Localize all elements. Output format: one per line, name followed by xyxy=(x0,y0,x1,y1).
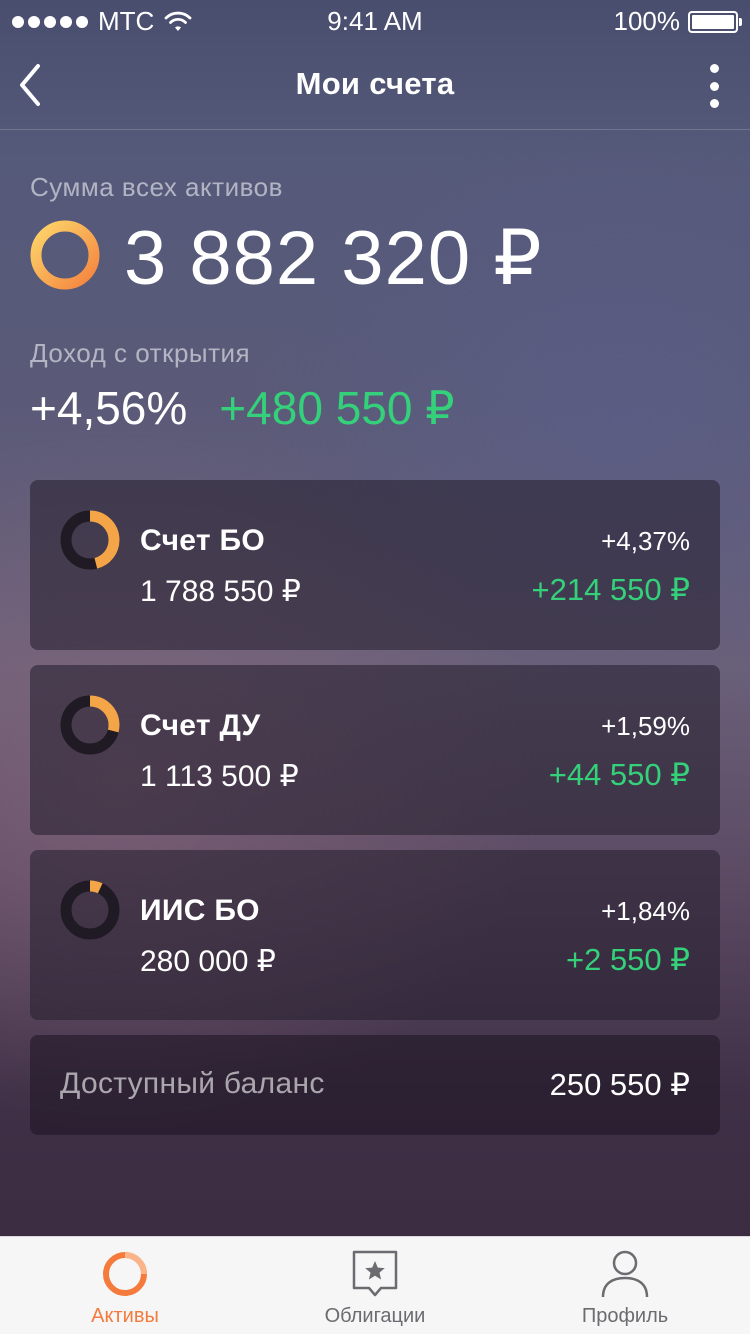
wifi-icon xyxy=(164,11,192,31)
account-share-ring-icon xyxy=(60,880,120,940)
tab-label: Профиль xyxy=(581,1305,669,1327)
status-time: 9:41 AM xyxy=(327,6,423,36)
account-card[interactable]: Счет БО 1 788 550 ₽ +4,37% +214 550 ₽ xyxy=(30,480,720,650)
total-assets-label: Сумма всех активов xyxy=(30,172,283,202)
carrier-label: МТС xyxy=(98,6,155,36)
battery-icon xyxy=(688,10,742,33)
battery-percent: 100% xyxy=(613,6,681,36)
available-balance-card[interactable]: Доступный баланс 250 550 ₽ xyxy=(30,1035,720,1135)
chevron-left-icon[interactable] xyxy=(10,60,60,110)
account-share-ring-icon xyxy=(60,510,120,570)
income-row: +4,56% +480 550 ₽ xyxy=(30,380,455,436)
account-percent: +1,84% xyxy=(601,896,690,926)
tab-label: Облигации xyxy=(324,1305,426,1327)
income-amount: +480 550 ₽ xyxy=(219,382,455,434)
nav-bar: Мои счета xyxy=(0,40,750,130)
tab-bar: Активы Облигации Профиль xyxy=(0,1236,750,1334)
signal-dots-icon xyxy=(12,15,88,28)
account-card[interactable]: Счет ДУ 1 113 500 ₽ +1,59% +44 550 ₽ xyxy=(30,665,720,835)
tab-label: Активы xyxy=(91,1305,159,1327)
status-bar: МТС 9:41 AM 100% xyxy=(0,0,750,40)
more-vertical-icon[interactable] xyxy=(702,64,726,108)
available-balance-label: Доступный баланс xyxy=(60,1067,325,1100)
account-gain: +214 550 ₽ xyxy=(531,572,691,607)
income-label: Доход с открытия xyxy=(30,338,251,368)
tab-bonds[interactable]: Облигации xyxy=(250,1237,500,1334)
assets-ring-icon xyxy=(103,1252,147,1296)
status-left: МТС xyxy=(12,6,192,37)
account-name: ИИС БО xyxy=(140,894,260,927)
tab-profile[interactable]: Профиль xyxy=(500,1237,750,1334)
bonds-star-icon xyxy=(352,1250,398,1297)
account-percent: +4,37% xyxy=(601,526,690,556)
account-gain: +2 550 ₽ xyxy=(565,942,690,977)
total-assets-ring-icon xyxy=(30,220,100,290)
page-title: Мои счета xyxy=(295,66,455,101)
profile-person-icon xyxy=(601,1250,649,1298)
account-name: Счет БО xyxy=(140,524,266,557)
account-gain: +44 550 ₽ xyxy=(548,757,690,792)
account-balance: 1 113 500 ₽ xyxy=(140,760,299,793)
account-percent: +1,59% xyxy=(601,711,690,741)
total-assets-value: 3 882 320 ₽ xyxy=(124,216,543,301)
account-name: Счет ДУ xyxy=(140,709,261,742)
status-right: 100% xyxy=(613,6,742,37)
tab-assets[interactable]: Активы xyxy=(0,1237,250,1334)
available-balance-value: 250 550 ₽ xyxy=(549,1067,690,1102)
account-share-ring-icon xyxy=(60,695,120,755)
account-balance: 280 000 ₽ xyxy=(140,945,276,978)
income-percent: +4,56% xyxy=(30,382,188,434)
account-balance: 1 788 550 ₽ xyxy=(140,575,301,608)
account-card[interactable]: ИИС БО 280 000 ₽ +1,84% +2 550 ₽ xyxy=(30,850,720,1020)
